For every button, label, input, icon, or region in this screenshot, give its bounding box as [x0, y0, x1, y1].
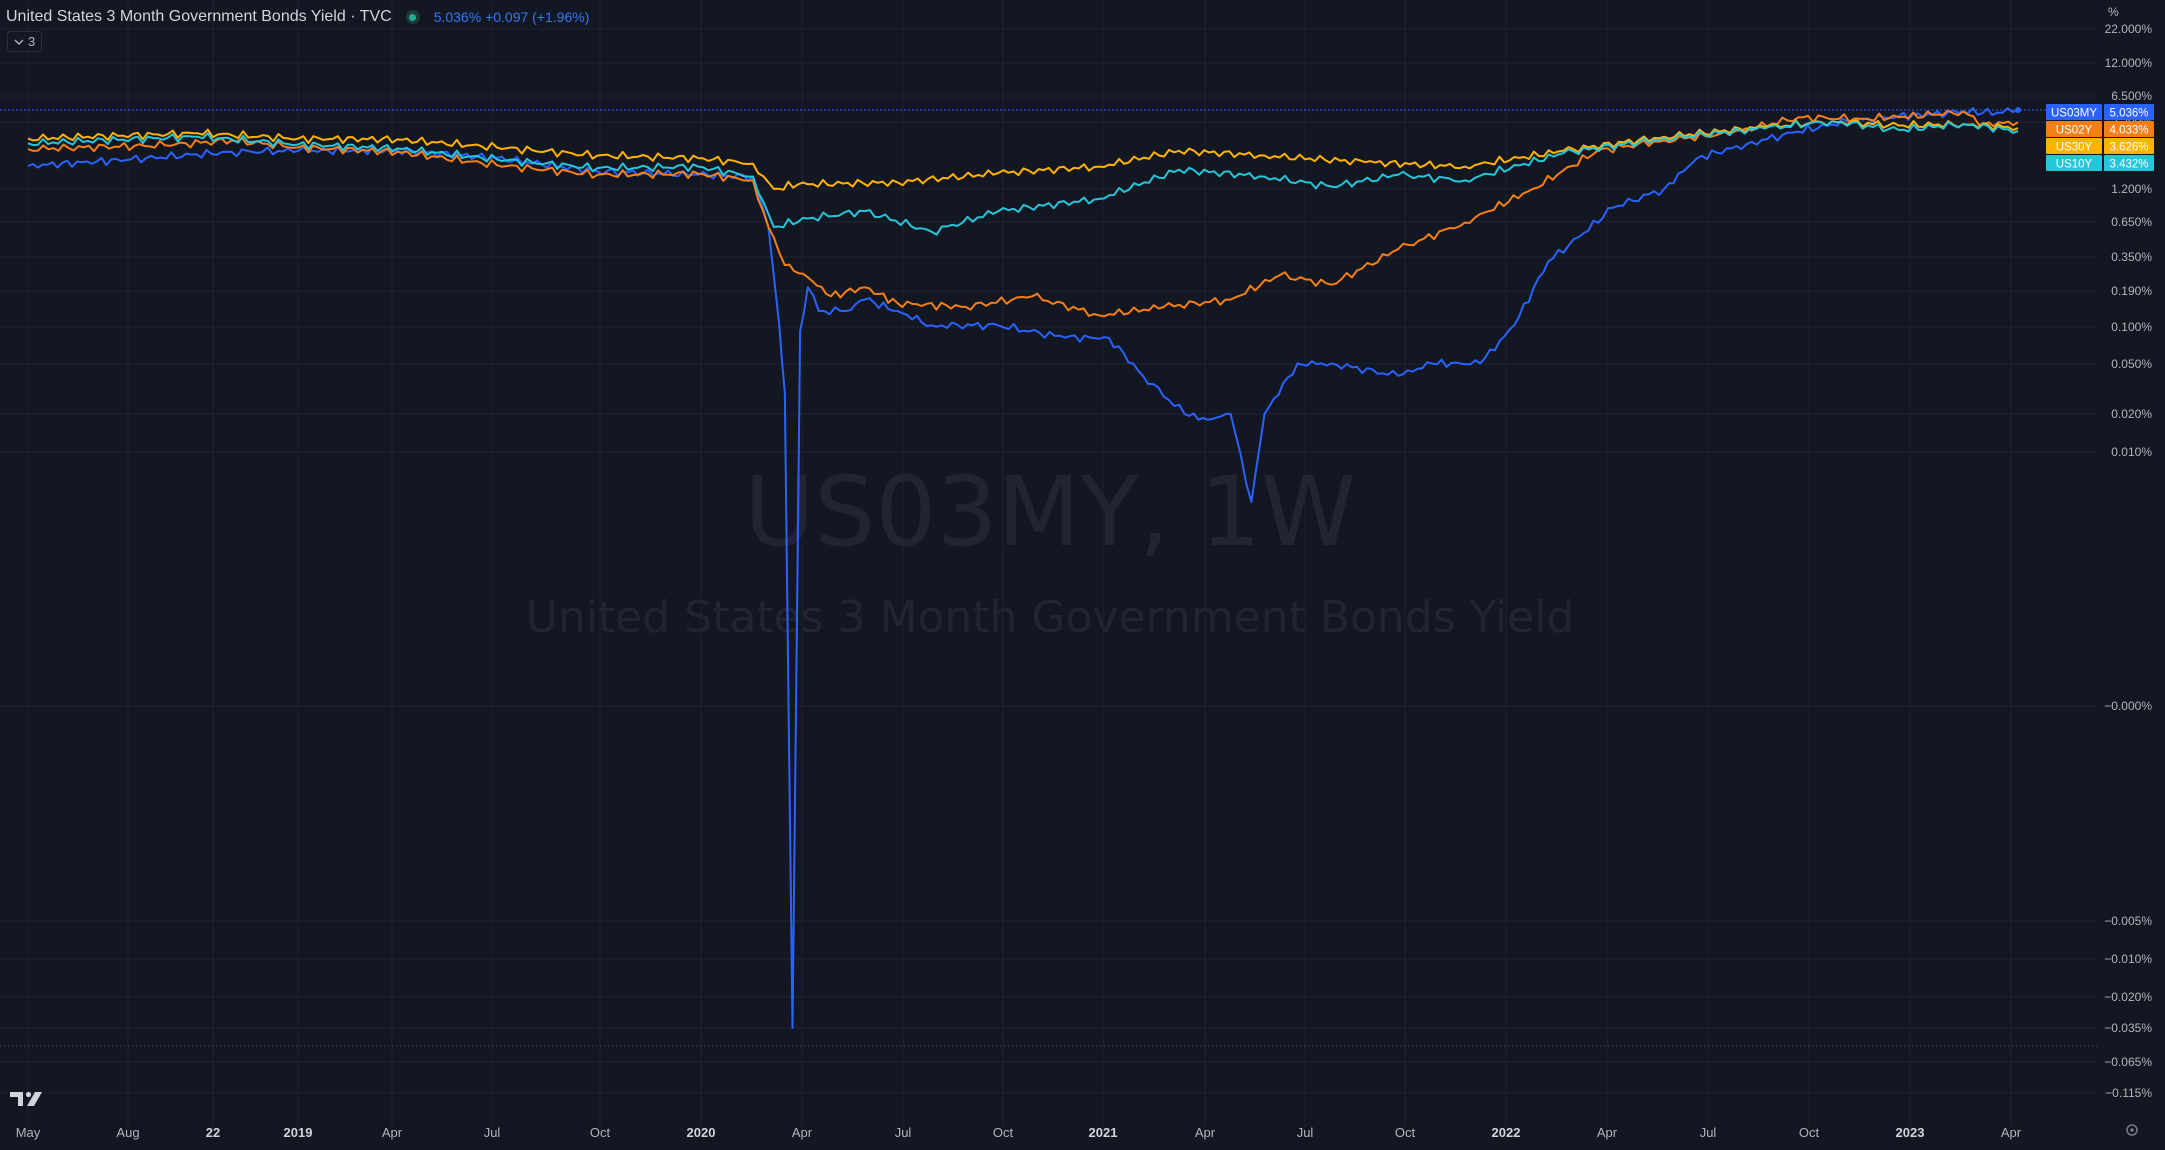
x-tick-label: 2019	[284, 1125, 313, 1140]
y-tick-label: −0.035%	[2104, 1021, 2152, 1035]
y-tick-label: 0.010%	[2111, 445, 2152, 459]
series-line-us02y[interactable]	[27, 109, 2019, 318]
price-label-us10y[interactable]: US10Y 3.432%	[2046, 155, 2154, 171]
last-price: 5.036%	[433, 9, 482, 25]
y-tick-label: 0.190%	[2111, 284, 2152, 298]
last-price-marker	[2015, 107, 2021, 114]
x-tick-label: Apr	[792, 1125, 813, 1140]
series-line-us30y[interactable]	[27, 119, 2019, 191]
price-label-value: 5.036%	[2109, 108, 2148, 120]
price-label-name: US10Y	[2056, 159, 2093, 171]
compare-series-toggle[interactable]: 3	[7, 31, 43, 52]
x-tick-label: 2022	[1492, 1125, 1521, 1140]
chart-header: United States 3 Month Government Bonds Y…	[6, 6, 589, 28]
y-tick-label: −0.000%	[2104, 699, 2152, 713]
price-label-us02y[interactable]: US02Y 4.033%	[2046, 121, 2154, 137]
x-tick-label: 2023	[1896, 1125, 1925, 1140]
watermark-symbol: US03MY, 1W	[744, 456, 1356, 568]
y-tick-label: −0.065%	[2104, 1055, 2152, 1069]
x-tick-label: Oct	[993, 1125, 1014, 1140]
price-label-name: US03MY	[2051, 108, 2097, 120]
price-label-name: US30Y	[2056, 142, 2093, 154]
price-label-value: 4.033%	[2109, 125, 2148, 137]
chevron-down-icon	[14, 39, 24, 45]
y-tick-label: −0.115%	[2105, 1086, 2152, 1100]
quote-summary: 5.036% +0.097 (+1.96%)	[434, 9, 590, 25]
y-tick-label: 0.350%	[2111, 250, 2152, 264]
x-tick-label: Oct	[1395, 1125, 1416, 1140]
x-tick-label: Oct	[590, 1125, 611, 1140]
symbol-title[interactable]: United States 3 Month Government Bonds Y…	[6, 8, 392, 25]
y-tick-label: −0.005%	[2104, 914, 2152, 928]
x-tick-label: Oct	[1799, 1125, 1820, 1140]
y-tick-label: 0.050%	[2111, 357, 2152, 371]
series-line-us03my[interactable]	[27, 107, 2019, 1029]
tradingview-logo-icon[interactable]	[10, 1090, 44, 1108]
x-tick-label: Apr	[2001, 1125, 2022, 1140]
price-label-name: US02Y	[2056, 125, 2093, 137]
y-unit-label: %	[2108, 5, 2119, 19]
x-tick-label: 2021	[1089, 1125, 1118, 1140]
x-tick-label: Jul	[484, 1125, 501, 1140]
price-change: +0.097	[485, 9, 529, 25]
x-tick-label: Apr	[1597, 1125, 1618, 1140]
x-tick-label: May	[16, 1125, 41, 1140]
watermark-description: United States 3 Month Government Bonds Y…	[526, 592, 1575, 643]
y-tick-label: 22.000%	[2105, 22, 2153, 36]
x-tick-label: 22	[206, 1125, 220, 1140]
y-tick-label: 0.100%	[2111, 320, 2152, 334]
price-label-us30y[interactable]: US30Y 3.626%	[2046, 138, 2154, 154]
x-tick-label: Apr	[382, 1125, 403, 1140]
y-tick-label: 1.200%	[2111, 182, 2152, 196]
market-status-icon	[405, 10, 420, 24]
x-tick-label: Jul	[1700, 1125, 1717, 1140]
x-tick-label: Jul	[1297, 1125, 1314, 1140]
y-tick-label: 0.650%	[2111, 215, 2152, 229]
price-label-value: 3.432%	[2109, 159, 2148, 171]
y-tick-label: 12.000%	[2105, 56, 2153, 70]
price-label-us03my[interactable]: US03MY 5.036%	[2046, 104, 2154, 120]
gear-icon[interactable]	[2124, 1122, 2140, 1138]
y-tick-label: 6.500%	[2111, 89, 2152, 103]
x-tick-label: Jul	[895, 1125, 912, 1140]
series-line-us10y[interactable]	[27, 120, 2019, 236]
y-tick-label: −0.020%	[2104, 990, 2152, 1004]
price-label-value: 3.626%	[2109, 142, 2148, 154]
price-change-pct: (+1.96%)	[532, 9, 590, 25]
y-tick-label: 0.020%	[2111, 407, 2152, 421]
series-count: 3	[28, 34, 36, 49]
x-tick-label: Aug	[116, 1125, 139, 1140]
x-tick-label: Apr	[1195, 1125, 1216, 1140]
x-tick-label: 2020	[687, 1125, 716, 1140]
y-tick-label: −0.010%	[2104, 952, 2152, 966]
